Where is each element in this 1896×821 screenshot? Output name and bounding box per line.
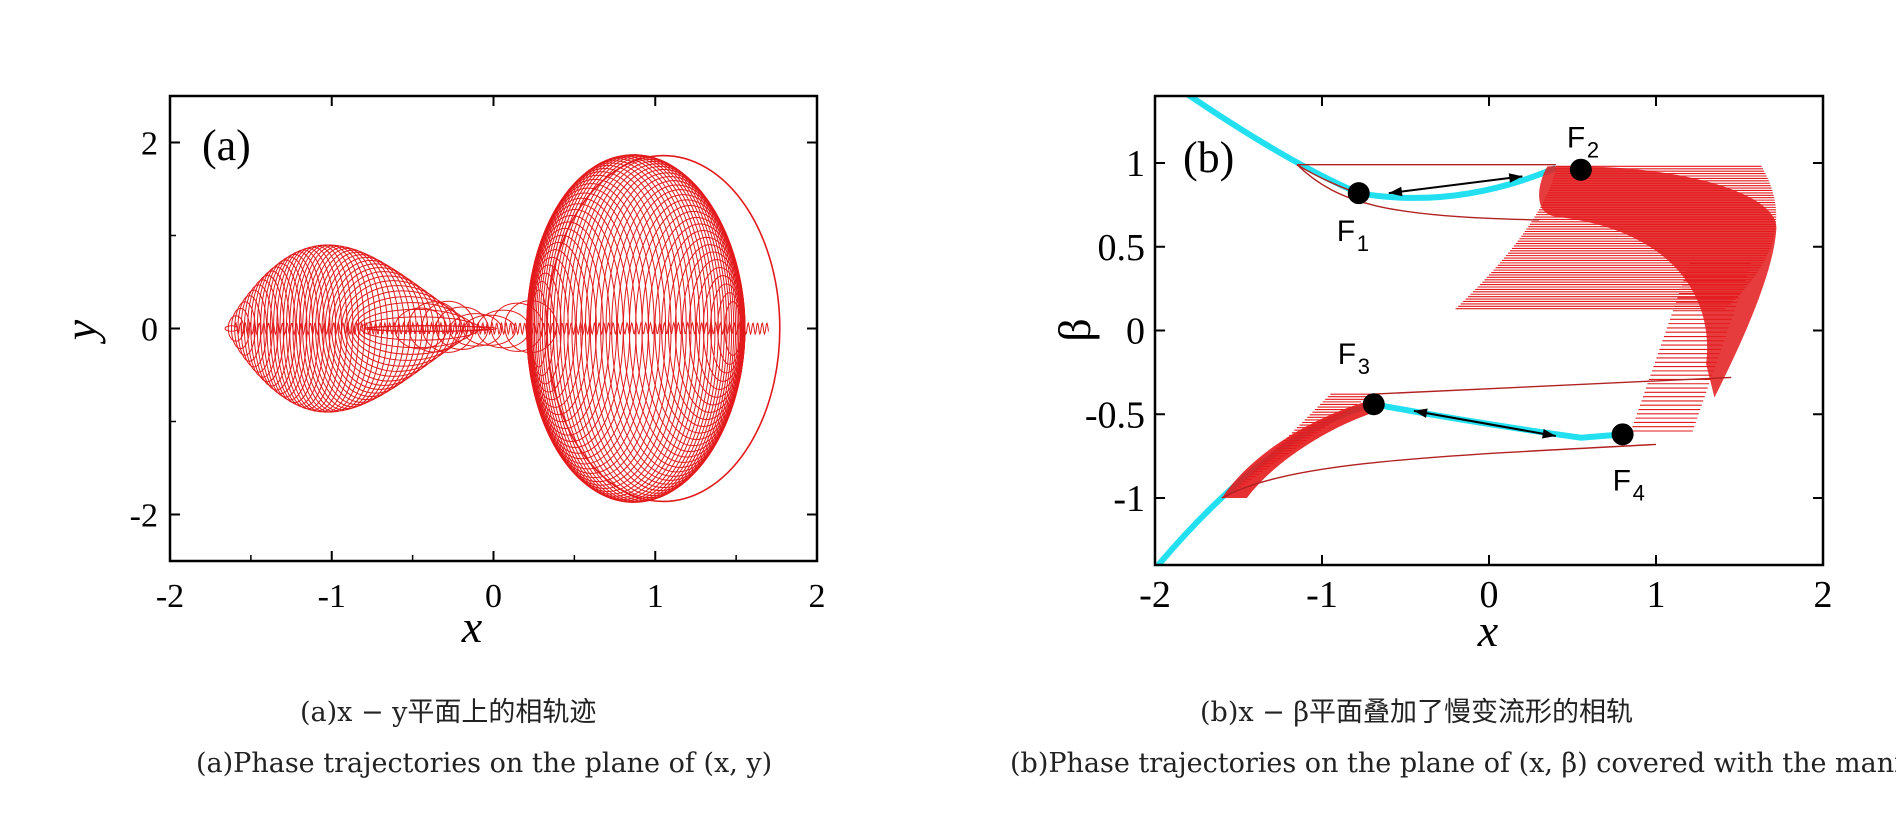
x-tick-label: 2 xyxy=(809,578,826,615)
trajectory-connector xyxy=(1372,376,1732,395)
slow-manifold-lower xyxy=(1156,401,1623,565)
trajectory-loop xyxy=(571,158,730,499)
fixed-point-label-subscript: 2 xyxy=(1587,138,1599,163)
panel-b-ticks: -2 -1 0 1 2 1 0.5 0 -0.5 -1 xyxy=(1085,96,1833,616)
trajectory-loop xyxy=(449,313,503,347)
x-tick-label: -1 xyxy=(318,578,346,615)
x-tick-label: -1 xyxy=(1306,574,1338,616)
fixed-point-label-subscript: 1 xyxy=(1357,231,1369,256)
fixed-point-label: F xyxy=(1338,338,1356,371)
panel-b-caption-cn: (b)x − β平面叠加了慢变流形的相轨 xyxy=(1200,697,1633,728)
fixed-point-F3 xyxy=(1362,393,1385,416)
panel-b-label: (b) xyxy=(1183,133,1234,182)
flow-arrow-head xyxy=(1542,429,1556,439)
trajectory-loop xyxy=(717,292,743,365)
slow-manifold-upper xyxy=(1184,96,1557,201)
trajectory-loop xyxy=(528,178,661,479)
fixed-point-label: F xyxy=(1337,215,1355,248)
panel-b-xlabel: x xyxy=(1477,605,1499,656)
y-tick-label: 0 xyxy=(141,312,158,349)
flow-arrow-head xyxy=(1508,173,1523,183)
fixed-point-F4 xyxy=(1611,423,1634,446)
fixed-point-label-subscript: 4 xyxy=(1633,480,1645,505)
x-tick-label: -2 xyxy=(156,578,184,615)
x-tick-label: -2 xyxy=(1139,574,1171,616)
flow-arrow-head xyxy=(1388,186,1403,197)
trajectory-loop xyxy=(344,285,452,372)
flow-arrow-head xyxy=(1413,408,1428,418)
panel-a: -2 -1 0 1 2 2 0 -2 (a) x y xyxy=(55,94,826,652)
trajectory-connector xyxy=(1221,443,1657,499)
panel-b: -2 -1 0 1 210.50-0.5-1 F 1F 2F 3F 4 (b) x β xyxy=(1049,94,1833,656)
trajectory-loop xyxy=(580,163,735,494)
panel-b-fixed-points: F 1F 2F 3F 4 xyxy=(1337,122,1645,506)
panel-a-trajectories xyxy=(224,154,781,503)
trajectory-loop xyxy=(347,290,457,367)
y-tick-label: -0.5 xyxy=(1085,394,1145,436)
trajectory-loop xyxy=(370,325,498,332)
trajectory-loop xyxy=(702,275,744,382)
panel-a-xlabel: x xyxy=(461,601,483,652)
y-tick-label: 2 xyxy=(141,126,158,163)
panel-a-ticks: -2 -1 0 1 2 2 0 -2 xyxy=(130,96,826,615)
y-tick-label: 0.5 xyxy=(1098,227,1146,269)
x-tick-label: 2 xyxy=(1814,574,1833,616)
y-tick-label: -1 xyxy=(1113,478,1145,520)
x-tick-label: 0 xyxy=(485,578,502,615)
trajectory-dense-region-upper xyxy=(1539,166,1777,398)
panel-b-caption-en: (b)Phase trajectories on the plane of (x… xyxy=(1010,748,1896,779)
fixed-point-label-subscript: 3 xyxy=(1358,354,1370,379)
flow-arrow-shaft xyxy=(1388,175,1523,195)
fixed-point-F1 xyxy=(1347,182,1370,205)
panel-a-caption-cn: (a)x − y平面上的相轨迹 xyxy=(300,697,597,728)
flow-arrow-shaft xyxy=(1413,409,1556,438)
y-tick-label: 0 xyxy=(1126,311,1145,353)
trajectory-loop xyxy=(575,160,733,497)
fixed-point-label: F xyxy=(1567,122,1585,155)
trajectory-loop xyxy=(247,279,279,378)
panel-a-label: (a) xyxy=(202,121,251,170)
panel-b-ylabel: β xyxy=(1049,318,1100,341)
trajectory-loop xyxy=(315,251,400,406)
x-tick-label: 0 xyxy=(1480,574,1499,616)
fixed-point-label: F xyxy=(1613,464,1631,497)
y-tick-label: -2 xyxy=(130,498,158,535)
x-tick-label: 1 xyxy=(647,578,664,615)
fixed-point-F2 xyxy=(1569,158,1592,181)
panel-a-ylabel: y xyxy=(55,319,106,344)
trajectory-connector xyxy=(1296,164,1540,221)
trajectory-loop xyxy=(435,306,489,350)
trajectory-axis-spiral xyxy=(234,321,769,336)
y-tick-label: 1 xyxy=(1126,143,1145,185)
panel-b-trajectories xyxy=(1156,96,1777,565)
trajectory-loop xyxy=(321,256,411,401)
trajectory-loop xyxy=(724,301,742,356)
panel-a-caption-en: (a)Phase trajectories on the plane of (x… xyxy=(196,748,773,779)
trajectory-dense-region-lower xyxy=(1221,400,1369,498)
trajectory-loop xyxy=(556,154,719,503)
x-tick-label: 1 xyxy=(1647,574,1666,616)
trajectory-loop xyxy=(531,171,672,486)
